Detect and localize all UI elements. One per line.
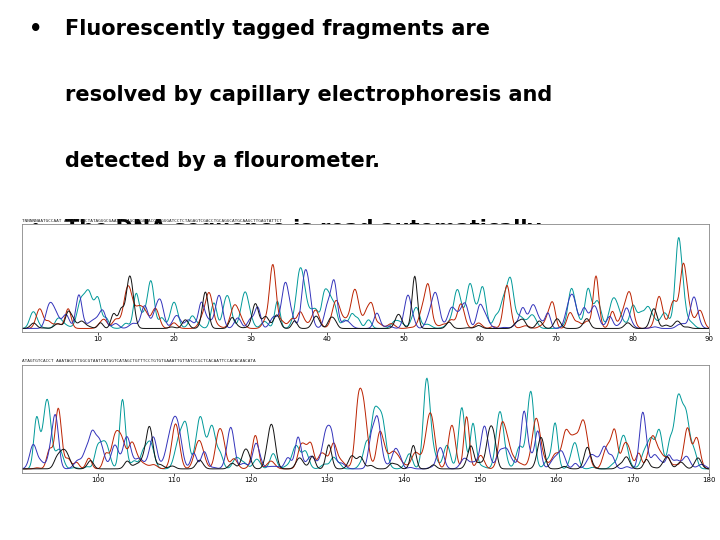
- Text: TNNNNNAATGCCAAT ACGACTCACTATAGGGCGAATTCGAGCTCGGTACCCGGGGATCCTCTAGAGTCGACCTGCAGGC: TNNNNNAATGCCAAT ACGACTCACTATAGGGCGAATTCG…: [22, 219, 282, 223]
- Text: The DNA sequence is read automatically.: The DNA sequence is read automatically.: [65, 219, 547, 239]
- Text: ATAGTGTCACCT AAATAGCTTGGCGTAATCATGGTCATAGCTGTTTCCTGTGTGAAATTGTTATCCGCTCACAATTCCA: ATAGTGTCACCT AAATAGCTTGGCGTAATCATGGTCATA…: [22, 360, 256, 363]
- Text: resolved by capillary electrophoresis and: resolved by capillary electrophoresis an…: [65, 85, 552, 105]
- Text: •: •: [29, 19, 42, 39]
- Text: •: •: [29, 219, 42, 239]
- Text: Fluorescently tagged fragments are: Fluorescently tagged fragments are: [65, 19, 490, 39]
- Text: detected by a flourometer.: detected by a flourometer.: [65, 151, 380, 171]
